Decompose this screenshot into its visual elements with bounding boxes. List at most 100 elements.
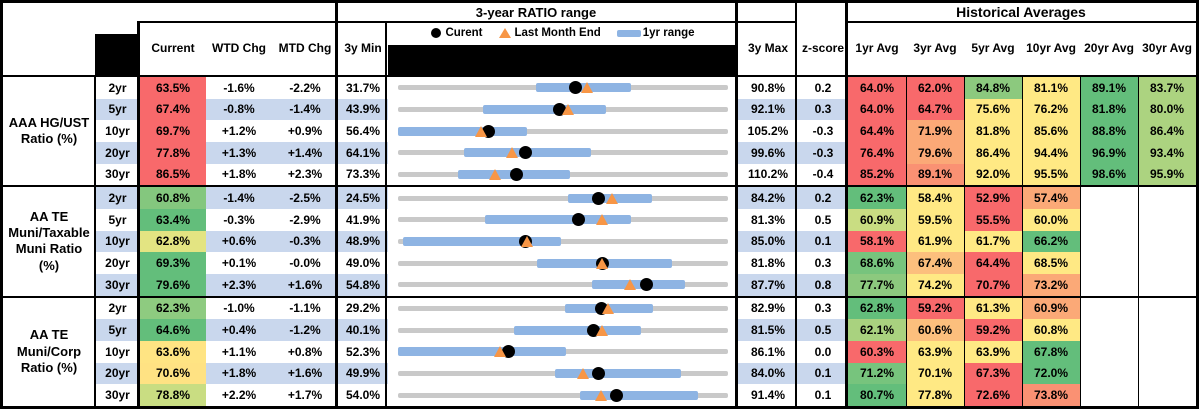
legend-current-label: Curent: [445, 27, 483, 39]
last-month-end-triangle: [596, 257, 609, 269]
cell-wtd-chg: -1.4%: [206, 187, 272, 209]
one-year-range-bar: [484, 215, 631, 225]
cell-mtd-chg: -1.4%: [272, 98, 338, 121]
cell-3y-min: 41.9%: [345, 212, 381, 227]
range-chart-cell: [388, 252, 738, 274]
cell-10yr-avg: 73.8%: [1022, 384, 1080, 406]
cell-5yr-avg: 84.8%: [964, 77, 1022, 99]
col-header-current: Current: [151, 41, 195, 55]
cell-3y-min: 48.9%: [338, 230, 388, 253]
last-month-end-triangle: [494, 346, 507, 358]
range-track-wrap: [398, 341, 728, 363]
last-month-end-triangle: [605, 192, 618, 204]
cell-3y-min: 73.3%: [345, 167, 381, 182]
cell-5yr-avg: 75.6%: [964, 98, 1022, 121]
ratio-group-3: AA TE Muni/Corp Ratio (%) 2yr 62.3% -1.0% -1…: [3, 295, 1196, 406]
last-month-end-triangle: [576, 367, 589, 379]
divider: [1079, 75, 1081, 406]
cell-wtd-chg: +1.1%: [221, 344, 257, 359]
cell-z-score: 0.1: [798, 362, 848, 385]
cell-z-score: 0.2: [814, 80, 832, 95]
cell-z-score: 0.5: [814, 212, 832, 227]
cell-3y-max: 81.5%: [738, 319, 798, 341]
divider: [794, 3, 797, 406]
cell-wtd-chg: +0.6%: [206, 230, 272, 253]
divider: [905, 75, 907, 406]
last-month-end-triangle-icon: [498, 28, 511, 38]
cell-1yr-avg: 60.9%: [848, 208, 906, 231]
cell-current: 63.6%: [140, 340, 206, 363]
cell-3y-min: 54.0%: [345, 388, 381, 403]
cell-10yr-avg: 60.9%: [1022, 297, 1080, 320]
range-chart-cell: [388, 319, 738, 341]
cell-current: 67.4%: [140, 98, 206, 121]
col-header-mtd-chg: MTD Chg: [278, 41, 332, 55]
cell-5yr-avg: 61.3%: [964, 297, 1022, 320]
range-track-wrap: [398, 187, 728, 209]
cell-10yr-avg: 66.2%: [1022, 230, 1080, 253]
current-dot: [509, 167, 523, 181]
cell-3yr-avg: 71.9%: [906, 120, 964, 142]
full-range-track: [398, 282, 728, 288]
cell-1yr-avg: 80.7%: [848, 384, 906, 406]
cell-10yr-avg: 72.0%: [1022, 362, 1080, 385]
cell-10yr-avg: 67.8%: [1022, 340, 1080, 363]
cell-current: 64.6%: [140, 319, 206, 341]
cell-3yr-avg: 62.0%: [906, 77, 964, 99]
cell-wtd-chg: +0.1%: [221, 256, 257, 271]
cell-current: 63.5%: [140, 77, 206, 99]
cell-30yr-avg: 83.7%: [1138, 77, 1196, 99]
divider: [1021, 75, 1023, 406]
cell-3y-max: 99.6%: [738, 141, 798, 164]
cell-3y-max: 85.0%: [738, 230, 798, 253]
cell-10yr-avg: 60.8%: [1022, 319, 1080, 341]
cell-wtd-chg: +2.2%: [221, 388, 257, 403]
cell-current: 60.8%: [140, 187, 206, 209]
ratio-group-2: AA TE Muni/Taxable Muni Ratio (%) 2yr 60.8…: [3, 185, 1196, 296]
tenor-header-black-cell: [95, 34, 140, 75]
historical-averages-title: Historical Averages: [956, 4, 1086, 20]
cell-5yr-avg: 55.5%: [964, 208, 1022, 231]
last-month-end-triangle: [595, 214, 608, 226]
cell-3y-min: 49.9%: [338, 362, 388, 385]
cell-wtd-chg: -1.0%: [223, 301, 255, 316]
cell-3yr-avg: 58.4%: [906, 187, 964, 209]
one-year-range-bar: [398, 126, 528, 136]
range-track-wrap: [398, 252, 728, 274]
last-month-end-triangle: [475, 125, 488, 137]
cell-tenor: 10yr: [105, 124, 130, 139]
cell-current: 69.7%: [140, 120, 206, 142]
cell-5yr-avg: 81.8%: [964, 120, 1022, 142]
last-month-end-triangle: [601, 302, 614, 314]
cell-30yr-avg: [1138, 298, 1196, 320]
cell-3y-min: 29.2%: [345, 301, 381, 316]
cell-20yr-avg: [1080, 231, 1138, 253]
cell-z-score: 0.2: [798, 187, 848, 209]
cell-z-score: 0.1: [814, 388, 832, 403]
last-month-end-triangle: [581, 82, 594, 94]
full-range-track: [398, 195, 728, 201]
cell-30yr-avg: [1138, 209, 1196, 231]
divider: [844, 21, 1196, 23]
cell-3y-max: 110.2%: [747, 167, 789, 182]
cell-current: 62.3%: [140, 297, 206, 320]
cell-3y-min: 52.3%: [345, 344, 381, 359]
range-track-wrap: [398, 384, 728, 406]
cell-30yr-avg: [1138, 274, 1196, 296]
cell-3y-min: 24.5%: [338, 187, 388, 209]
cell-mtd-chg: +1.6%: [272, 362, 338, 385]
divider: [734, 3, 738, 406]
cell-1yr-avg: 71.2%: [848, 362, 906, 385]
cell-z-score: -0.4: [812, 167, 834, 182]
table-body: AAA HG/UST Ratio (%) 2yr 63.5% -1.6% -2.2% 31…: [3, 75, 1196, 406]
range-track-wrap: [398, 319, 728, 341]
cell-3yr-avg: 79.6%: [906, 141, 964, 164]
cell-5yr-avg: 92.0%: [964, 163, 1022, 186]
cell-1yr-avg: 85.2%: [848, 163, 906, 186]
cell-wtd-chg: +1.3%: [206, 141, 272, 164]
one-year-range-bar: [398, 347, 567, 357]
range-track-wrap: [398, 209, 728, 231]
cell-30yr-avg: [1138, 319, 1196, 341]
cell-3yr-avg: 67.4%: [906, 252, 964, 274]
current-dot: [610, 388, 624, 402]
